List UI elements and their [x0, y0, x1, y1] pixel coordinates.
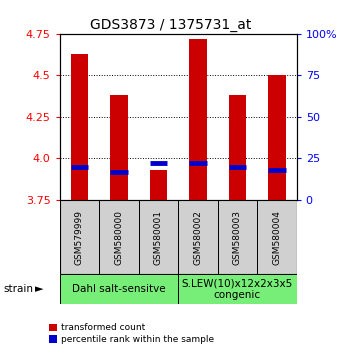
- Legend: transformed count, percentile rank within the sample: transformed count, percentile rank withi…: [45, 320, 218, 348]
- Bar: [178, 274, 297, 304]
- Bar: [150, 170, 167, 200]
- Text: GSM580002: GSM580002: [193, 210, 203, 265]
- Bar: [110, 95, 128, 200]
- Bar: [178, 200, 218, 274]
- Bar: [268, 75, 286, 200]
- Bar: [257, 200, 297, 274]
- Bar: [71, 53, 88, 200]
- Bar: [228, 95, 246, 200]
- Bar: [139, 200, 178, 274]
- Text: GSM580004: GSM580004: [272, 210, 281, 265]
- Bar: [60, 274, 178, 304]
- Bar: [189, 39, 207, 200]
- Text: Dahl salt-sensitve: Dahl salt-sensitve: [72, 284, 166, 295]
- Bar: [218, 200, 257, 274]
- Text: S.LEW(10)x12x2x3x5
congenic: S.LEW(10)x12x2x3x5 congenic: [182, 279, 293, 300]
- Text: strain: strain: [3, 284, 33, 295]
- Text: GSM580000: GSM580000: [115, 210, 123, 265]
- Text: GSM580003: GSM580003: [233, 210, 242, 265]
- Text: GSM579999: GSM579999: [75, 210, 84, 265]
- Text: GSM580001: GSM580001: [154, 210, 163, 265]
- Text: ►: ►: [35, 284, 43, 295]
- Bar: [99, 200, 139, 274]
- Bar: [60, 200, 99, 274]
- Text: GDS3873 / 1375731_at: GDS3873 / 1375731_at: [90, 18, 251, 32]
